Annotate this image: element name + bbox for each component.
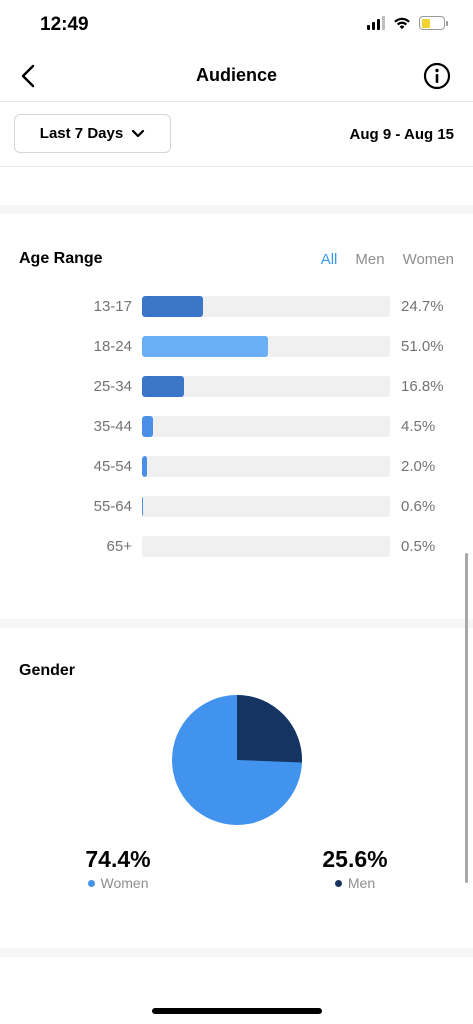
age-label: 18-24	[93, 338, 132, 355]
women-percent: 74.4%	[85, 846, 151, 872]
women-stat: 74.4% Women	[43, 846, 193, 891]
age-bar-track	[142, 376, 390, 397]
men-legend-dot	[334, 879, 342, 887]
age-row: 45-54 2.0%	[0, 456, 473, 478]
scrollbar[interactable]	[465, 553, 468, 883]
age-row: 18-24 51.0%	[0, 336, 473, 358]
status-icons	[367, 16, 448, 30]
status-time: 12:49	[40, 14, 89, 35]
women-legend-label: Women	[100, 875, 149, 891]
age-bar	[142, 296, 204, 317]
age-label: 35-44	[93, 418, 132, 435]
wifi-icon	[394, 17, 410, 30]
men-stat: 25.6% Men	[280, 846, 430, 891]
divider	[0, 205, 473, 214]
age-label: 25-34	[93, 378, 132, 395]
age-row: 55-64 0.6%	[0, 496, 473, 518]
age-range-title: Age Range	[19, 250, 103, 267]
pie-slice-men	[237, 695, 302, 763]
age-bar	[142, 416, 154, 437]
date-range-label: Last 7 Days	[39, 125, 124, 142]
age-bar-track	[142, 536, 390, 557]
age-filter-tabs: All Men Women	[321, 251, 454, 268]
info-button[interactable]	[423, 62, 451, 90]
age-row: 25-34 16.8%	[0, 376, 473, 398]
age-row: 35-44 4.5%	[0, 416, 473, 438]
age-bar-track	[142, 416, 390, 437]
age-label: 45-54	[93, 458, 132, 475]
page-title: Audience	[195, 65, 278, 85]
date-range-text: Aug 9 - Aug 15	[349, 126, 454, 143]
gender-section: Gender 74.4% Women 25.6% Men	[0, 628, 473, 948]
age-percent: 16.8%	[401, 378, 444, 395]
age-row: 13-17 24.7%	[0, 296, 473, 318]
tab-all[interactable]: All	[320, 251, 338, 268]
status-bar: 12:49	[0, 0, 473, 50]
age-label: 13-17	[93, 298, 132, 315]
age-percent: 2.0%	[401, 458, 436, 475]
age-label: 55-64	[93, 498, 132, 515]
age-percent: 24.7%	[401, 298, 444, 315]
age-bar-track	[142, 456, 390, 477]
age-row: 65+ 0.5%	[0, 536, 473, 558]
men-legend-label: Men	[347, 875, 376, 891]
age-label: 65+	[106, 538, 132, 555]
age-bar	[142, 336, 269, 357]
tab-men[interactable]: Men	[355, 251, 385, 268]
battery-icon	[419, 16, 448, 30]
gender-title: Gender	[19, 662, 76, 679]
age-bar	[142, 536, 144, 557]
age-range-section: Age Range All Men Women 13-17 24.7% 18-2…	[0, 214, 473, 619]
back-button[interactable]	[14, 62, 42, 90]
age-percent: 51.0%	[401, 338, 444, 355]
age-bar-track	[142, 296, 390, 317]
age-bar-track	[142, 336, 390, 357]
age-percent: 0.5%	[401, 538, 436, 555]
chevron-left-icon	[21, 64, 35, 88]
date-range-dropdown[interactable]: Last 7 Days	[14, 114, 171, 153]
tab-women[interactable]: Women	[402, 251, 454, 268]
chevron-down-icon	[132, 129, 145, 138]
signal-icon	[367, 16, 385, 30]
age-bar-track	[142, 496, 390, 517]
divider	[0, 948, 473, 957]
men-percent: 25.6%	[322, 846, 388, 872]
age-bar	[142, 376, 184, 397]
age-percent: 4.5%	[401, 418, 436, 435]
women-legend-dot	[87, 879, 95, 887]
age-bar	[142, 456, 147, 477]
gender-pie-chart	[172, 695, 302, 825]
info-icon	[423, 62, 451, 90]
divider	[0, 619, 473, 628]
home-indicator[interactable]	[152, 1008, 322, 1014]
age-percent: 0.6%	[401, 498, 436, 515]
age-bar	[142, 496, 144, 517]
filter-row: Last 7 Days Aug 9 - Aug 15	[0, 103, 473, 167]
nav-bar: Audience	[0, 50, 473, 102]
